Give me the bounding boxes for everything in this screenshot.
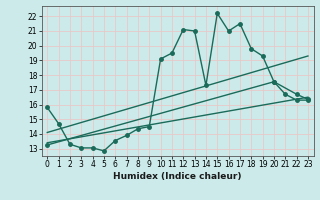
X-axis label: Humidex (Indice chaleur): Humidex (Indice chaleur) xyxy=(113,172,242,181)
